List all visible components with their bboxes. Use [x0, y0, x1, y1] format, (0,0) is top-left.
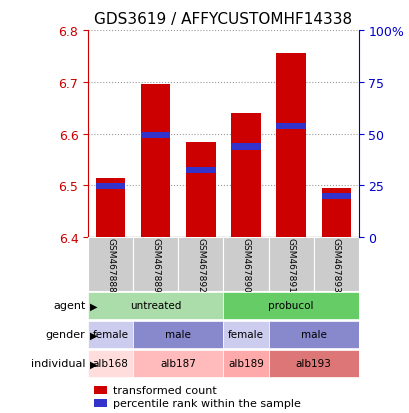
Bar — [268, 237, 313, 291]
Text: GSM467889: GSM467889 — [151, 237, 160, 292]
Bar — [178, 237, 223, 291]
Bar — [93, 399, 107, 406]
Bar — [96, 178, 125, 237]
Bar — [276, 54, 305, 237]
Title: GDS3619 / AFFYCUSTOMHF14338: GDS3619 / AFFYCUSTOMHF14338 — [94, 12, 352, 27]
Text: female: female — [227, 330, 263, 339]
Bar — [231, 144, 260, 150]
Text: agent: agent — [53, 301, 85, 311]
Text: female: female — [92, 330, 128, 339]
Text: transformed count: transformed count — [112, 385, 216, 395]
Text: probucol: probucol — [268, 301, 313, 311]
Text: percentile rank within the sample: percentile rank within the sample — [112, 398, 300, 408]
Bar — [276, 123, 305, 130]
Text: male: male — [300, 330, 326, 339]
Text: male: male — [165, 330, 191, 339]
Bar — [88, 292, 223, 319]
Bar — [133, 350, 223, 377]
Text: untreated: untreated — [130, 301, 181, 311]
Bar — [223, 292, 358, 319]
Bar — [186, 167, 215, 173]
Text: alb168: alb168 — [92, 358, 128, 368]
Text: ▶: ▶ — [89, 330, 97, 339]
Text: GSM467888: GSM467888 — [106, 237, 115, 292]
Bar — [88, 321, 133, 348]
Bar — [268, 321, 358, 348]
Bar — [88, 350, 133, 377]
Text: gender: gender — [45, 330, 85, 339]
Text: GSM467890: GSM467890 — [241, 237, 250, 292]
Bar — [321, 193, 350, 199]
Bar — [321, 188, 350, 237]
Text: alb189: alb189 — [227, 358, 263, 368]
Bar — [88, 237, 133, 291]
Bar — [313, 237, 358, 291]
Text: alb193: alb193 — [295, 358, 331, 368]
Bar — [93, 387, 107, 394]
Text: ▶: ▶ — [89, 358, 97, 368]
Text: GSM467891: GSM467891 — [286, 237, 295, 292]
Bar — [223, 321, 268, 348]
Bar — [141, 133, 170, 139]
Bar — [141, 85, 170, 237]
Bar — [186, 143, 215, 237]
Bar — [231, 114, 260, 237]
Bar — [223, 237, 268, 291]
Bar — [223, 350, 268, 377]
Bar — [133, 237, 178, 291]
Text: individual: individual — [31, 358, 85, 368]
Text: GSM467892: GSM467892 — [196, 237, 205, 292]
Bar — [268, 350, 358, 377]
Bar — [133, 321, 223, 348]
Bar — [96, 184, 125, 190]
Text: alb187: alb187 — [160, 358, 196, 368]
Text: GSM467893: GSM467893 — [331, 237, 340, 292]
Text: ▶: ▶ — [89, 301, 97, 311]
